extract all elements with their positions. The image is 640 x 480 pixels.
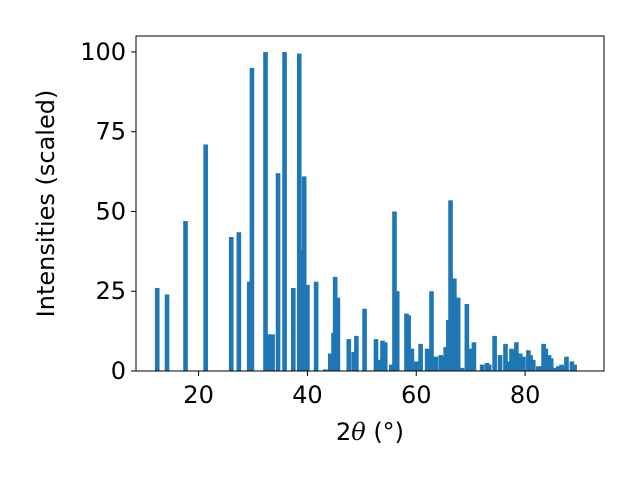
- bar: [505, 361, 511, 371]
- bar: [503, 343, 508, 371]
- x-tick-label: 80: [510, 381, 541, 409]
- bar: [296, 53, 302, 372]
- x-axis-ticks: 20 40 60 80: [183, 371, 540, 409]
- bar: [471, 342, 477, 371]
- bar: [409, 348, 415, 371]
- x-tick-label: 20: [183, 381, 214, 409]
- x-axis-label: 2θ (°): [336, 418, 404, 446]
- bar: [535, 366, 541, 371]
- bar: [438, 355, 444, 371]
- bar: [327, 353, 333, 371]
- bar: [266, 334, 272, 371]
- bar: [424, 348, 430, 371]
- bar: [521, 356, 526, 371]
- y-axis-ticks: 0 25 50 75 100: [80, 38, 136, 385]
- bar: [375, 359, 381, 371]
- bar: [511, 350, 516, 371]
- bar: [448, 200, 453, 371]
- bar: [429, 291, 434, 371]
- bar: [236, 232, 242, 371]
- bar: [332, 276, 338, 371]
- bar: [392, 211, 397, 371]
- bar: [418, 343, 423, 371]
- bar: [203, 144, 208, 371]
- bar: [382, 342, 388, 371]
- bar: [492, 335, 497, 371]
- bar: [362, 308, 367, 371]
- x-tick-label: 60: [401, 381, 432, 409]
- bar: [335, 297, 341, 371]
- bar: [394, 291, 400, 371]
- bar: [443, 347, 448, 371]
- bar: [246, 281, 252, 371]
- x-tick-label: 40: [292, 381, 323, 409]
- bar: [380, 340, 385, 371]
- bar: [486, 364, 492, 371]
- bar: [299, 249, 304, 371]
- bar: [346, 339, 352, 371]
- bar: [530, 359, 536, 371]
- bar: [572, 364, 577, 371]
- y-tick-label: 0: [111, 357, 126, 385]
- bar: [569, 361, 575, 371]
- bar: [282, 51, 287, 371]
- bar: [517, 353, 523, 371]
- bar: [479, 364, 485, 371]
- y-tick-label: 75: [95, 118, 126, 146]
- bar: [551, 367, 557, 371]
- bar: [301, 176, 307, 371]
- bar: [455, 297, 461, 371]
- bar: [559, 364, 564, 371]
- plot-frame: [135, 35, 605, 372]
- bar: [388, 364, 394, 371]
- bar: [270, 334, 275, 371]
- bar: [548, 358, 554, 371]
- bar: [228, 237, 234, 371]
- bar: [313, 281, 319, 371]
- bar: [433, 356, 439, 371]
- bar: [290, 288, 296, 371]
- bar: [452, 278, 457, 371]
- bar: [413, 361, 419, 371]
- bar: [354, 335, 359, 371]
- y-tick-label: 100: [80, 38, 126, 66]
- bar: [555, 366, 561, 371]
- y-tick-label: 25: [95, 277, 126, 305]
- bar: [275, 173, 281, 371]
- bar: [154, 288, 160, 371]
- bar: [468, 348, 473, 371]
- bar: [543, 348, 549, 371]
- bar: [497, 355, 503, 371]
- bar: [459, 367, 465, 371]
- bar: [249, 67, 255, 372]
- bar: [528, 355, 533, 371]
- bar: [538, 366, 544, 371]
- bar-series: [154, 51, 577, 372]
- bar: [183, 221, 188, 371]
- bar: [373, 339, 379, 371]
- bar: [406, 315, 411, 371]
- bar: [351, 351, 356, 371]
- bar: [305, 284, 310, 371]
- bar: [164, 294, 170, 371]
- y-axis-label: Intensities (scaled): [32, 90, 60, 318]
- bar: [263, 51, 268, 371]
- bar: [323, 369, 328, 371]
- bar: [464, 304, 470, 371]
- bar: [564, 356, 569, 371]
- bar: [514, 342, 519, 371]
- y-tick-label: 50: [95, 197, 126, 225]
